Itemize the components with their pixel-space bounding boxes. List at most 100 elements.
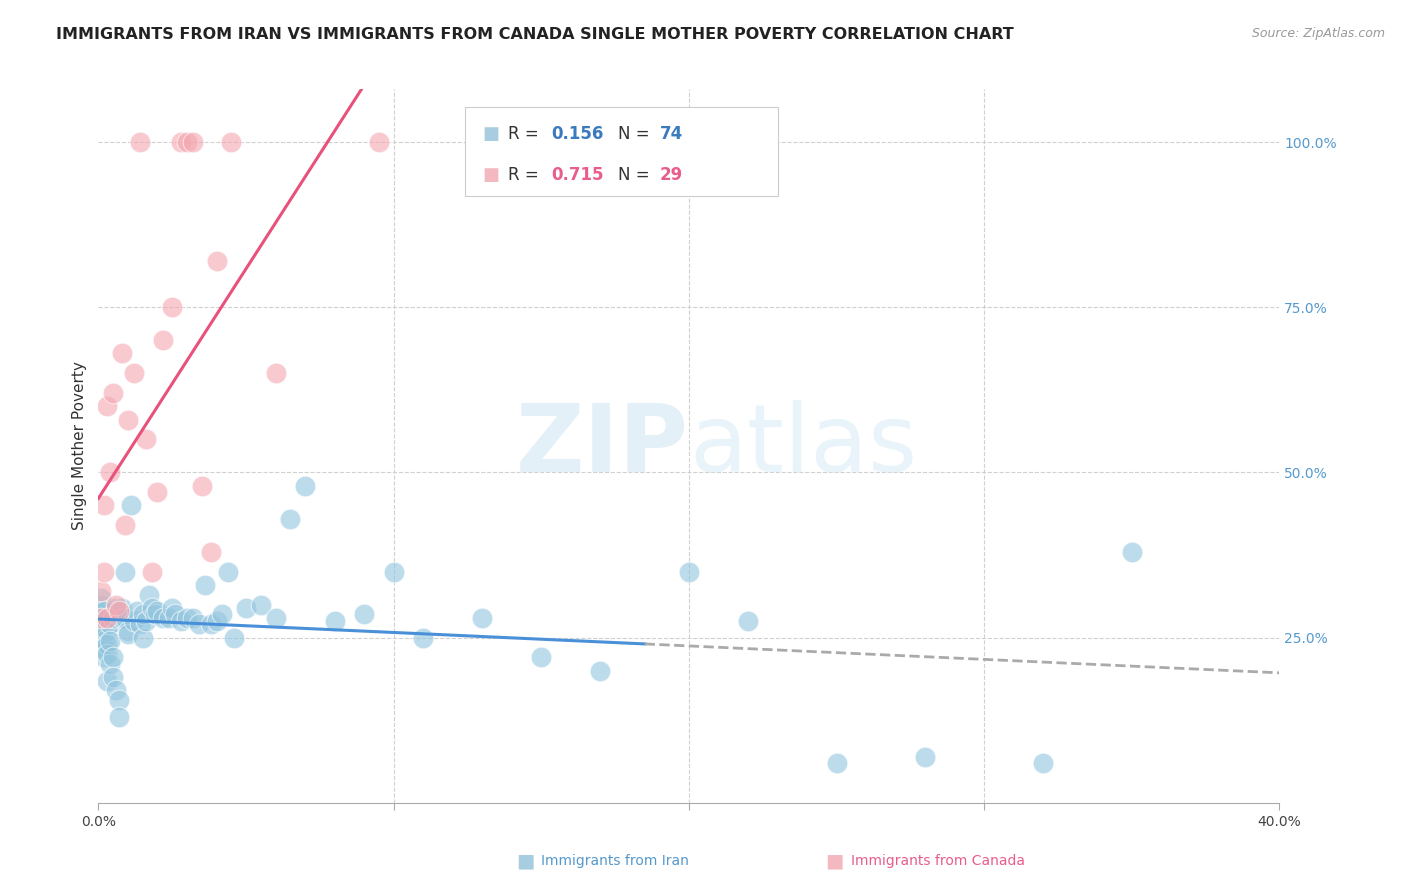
Point	[176, 135, 198, 149]
Point	[211, 607, 233, 622]
Point	[114, 565, 136, 579]
Point	[93, 650, 115, 665]
Point	[152, 611, 174, 625]
Point	[141, 600, 163, 615]
Point	[93, 634, 115, 648]
Point	[90, 607, 112, 622]
Point	[194, 578, 217, 592]
Point	[294, 478, 316, 492]
Point	[146, 604, 169, 618]
Text: atlas: atlas	[689, 400, 917, 492]
Point	[105, 683, 128, 698]
Point	[250, 598, 273, 612]
Point	[90, 631, 112, 645]
Text: Immigrants from Canada: Immigrants from Canada	[851, 854, 1025, 868]
Point	[98, 466, 121, 480]
Point	[323, 614, 346, 628]
Point	[96, 637, 118, 651]
Point	[152, 333, 174, 347]
Point	[96, 624, 118, 638]
Point	[90, 598, 112, 612]
Point	[90, 591, 112, 605]
Point	[141, 565, 163, 579]
Point	[105, 598, 128, 612]
Point	[162, 600, 183, 615]
Point	[114, 518, 136, 533]
Point	[125, 604, 148, 618]
Point	[96, 647, 118, 661]
Text: ■: ■	[516, 851, 534, 871]
Point	[221, 135, 243, 149]
Point	[120, 499, 142, 513]
Point	[111, 611, 134, 625]
Point	[103, 650, 125, 665]
Point	[103, 611, 125, 625]
Point	[114, 611, 136, 625]
Point	[90, 611, 112, 625]
Point	[264, 367, 287, 381]
Point	[914, 749, 936, 764]
Point	[122, 367, 145, 381]
Point	[90, 584, 112, 599]
Point	[530, 650, 553, 665]
Point	[217, 565, 239, 579]
Point	[98, 634, 121, 648]
Text: N =: N =	[619, 166, 655, 184]
Text: Immigrants from Iran: Immigrants from Iran	[541, 854, 689, 868]
Point	[117, 412, 139, 426]
Point	[143, 607, 166, 622]
Point	[93, 565, 115, 579]
Y-axis label: Single Mother Poverty: Single Mother Poverty	[72, 361, 87, 531]
Point	[103, 386, 125, 401]
Point	[108, 693, 131, 707]
Point	[382, 565, 405, 579]
Point	[111, 600, 134, 615]
Point	[264, 611, 287, 625]
Text: R =: R =	[508, 166, 544, 184]
Point	[117, 627, 139, 641]
Point	[98, 657, 121, 671]
Point	[224, 631, 246, 645]
Point	[170, 614, 193, 628]
Point	[146, 485, 169, 500]
Point	[353, 607, 375, 622]
Point	[280, 511, 302, 525]
Point	[132, 631, 155, 645]
Text: Source: ZipAtlas.com: Source: ZipAtlas.com	[1251, 27, 1385, 40]
Text: ZIP: ZIP	[516, 400, 689, 492]
Point	[93, 614, 115, 628]
Text: 0.156: 0.156	[551, 125, 603, 143]
Point	[825, 756, 848, 771]
Point	[117, 624, 139, 638]
Point	[368, 135, 391, 149]
Point	[737, 614, 759, 628]
Point	[138, 588, 160, 602]
Point	[135, 433, 157, 447]
Point	[135, 614, 157, 628]
Point	[200, 617, 222, 632]
Point	[93, 499, 115, 513]
Point	[412, 631, 434, 645]
Point	[96, 400, 118, 414]
Point	[103, 670, 125, 684]
Point	[170, 135, 193, 149]
Point	[98, 617, 121, 632]
Point	[105, 600, 128, 615]
Point	[205, 254, 228, 268]
Point	[96, 611, 118, 625]
Point	[176, 611, 198, 625]
Point	[122, 614, 145, 628]
FancyBboxPatch shape	[464, 107, 778, 196]
Text: 29: 29	[659, 166, 683, 184]
Point	[1032, 756, 1054, 771]
Text: ■: ■	[482, 125, 499, 143]
Point	[205, 614, 228, 628]
Point	[93, 640, 115, 655]
Point	[678, 565, 700, 579]
Point	[108, 710, 131, 724]
Text: R =: R =	[508, 125, 544, 143]
Point	[589, 664, 612, 678]
Point	[187, 617, 209, 632]
Text: 74: 74	[659, 125, 683, 143]
Point	[191, 478, 214, 492]
